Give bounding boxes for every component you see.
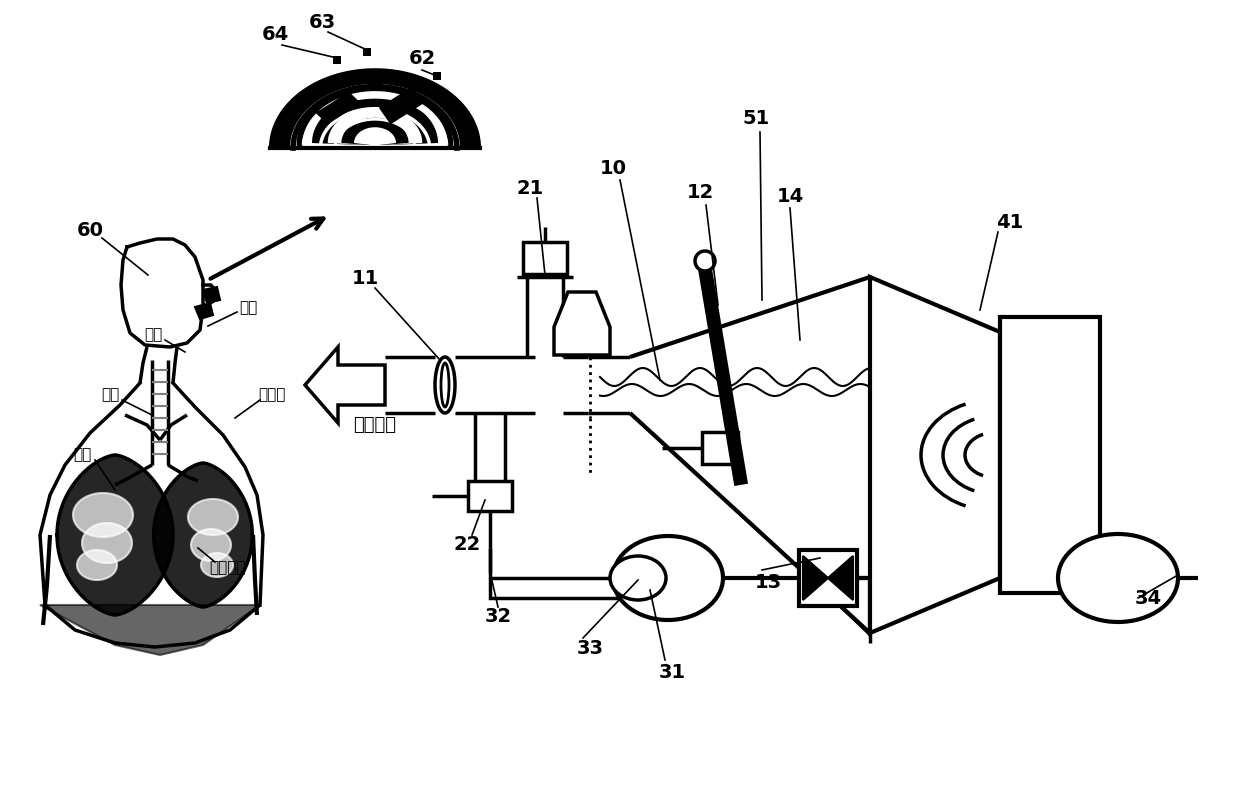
Polygon shape	[327, 107, 423, 148]
Text: 12: 12	[687, 182, 714, 201]
Text: 14: 14	[776, 186, 804, 205]
Bar	[702, 432, 738, 464]
Polygon shape	[341, 118, 409, 148]
Polygon shape	[828, 556, 853, 600]
Polygon shape	[77, 550, 117, 580]
Text: 22: 22	[454, 536, 481, 555]
Text: 41: 41	[997, 213, 1024, 232]
Ellipse shape	[1058, 534, 1178, 622]
Text: 肺部: 肺部	[73, 447, 91, 462]
Polygon shape	[291, 85, 459, 148]
Polygon shape	[40, 605, 260, 655]
Polygon shape	[870, 277, 999, 633]
Bar	[334, 56, 341, 64]
Polygon shape	[804, 556, 828, 600]
Polygon shape	[201, 553, 233, 577]
Polygon shape	[191, 529, 231, 561]
Text: 32: 32	[485, 607, 512, 626]
Ellipse shape	[441, 363, 449, 407]
Polygon shape	[305, 347, 384, 423]
Polygon shape	[353, 127, 396, 148]
Bar	[433, 72, 441, 80]
Polygon shape	[188, 499, 238, 535]
Text: 34: 34	[1135, 588, 1162, 607]
Circle shape	[694, 251, 715, 271]
Polygon shape	[630, 277, 870, 633]
Text: 60: 60	[77, 220, 103, 240]
Polygon shape	[317, 93, 360, 123]
Text: 21: 21	[516, 178, 543, 197]
Text: 鼻腔: 鼻腔	[239, 301, 257, 315]
Text: 支气管: 支气管	[258, 388, 285, 403]
Polygon shape	[154, 463, 252, 607]
Polygon shape	[195, 303, 213, 319]
Text: 呼吸系统: 呼吸系统	[353, 416, 397, 434]
Polygon shape	[73, 493, 133, 537]
Text: 64: 64	[262, 25, 289, 45]
Polygon shape	[82, 523, 131, 563]
Text: 63: 63	[309, 13, 336, 32]
Bar	[467, 481, 512, 511]
Text: 小支气管: 小支气管	[210, 560, 247, 576]
Polygon shape	[270, 69, 480, 148]
Bar	[363, 48, 371, 56]
Text: 11: 11	[351, 268, 378, 287]
Ellipse shape	[435, 357, 455, 413]
Polygon shape	[381, 88, 423, 123]
Bar	[999, 317, 1100, 593]
Text: 气管: 气管	[100, 388, 119, 403]
Polygon shape	[57, 455, 172, 615]
Polygon shape	[312, 96, 438, 148]
Text: 51: 51	[743, 108, 770, 127]
Bar	[799, 550, 857, 606]
Ellipse shape	[613, 536, 723, 620]
Polygon shape	[554, 292, 610, 355]
Text: 10: 10	[599, 158, 626, 178]
Text: 33: 33	[577, 638, 604, 657]
Text: 13: 13	[754, 572, 781, 591]
Text: 62: 62	[408, 49, 435, 68]
Text: 31: 31	[658, 662, 686, 681]
Ellipse shape	[610, 556, 666, 600]
Text: 咽喉: 咽喉	[144, 327, 162, 342]
Bar	[523, 242, 567, 274]
Polygon shape	[203, 287, 219, 303]
